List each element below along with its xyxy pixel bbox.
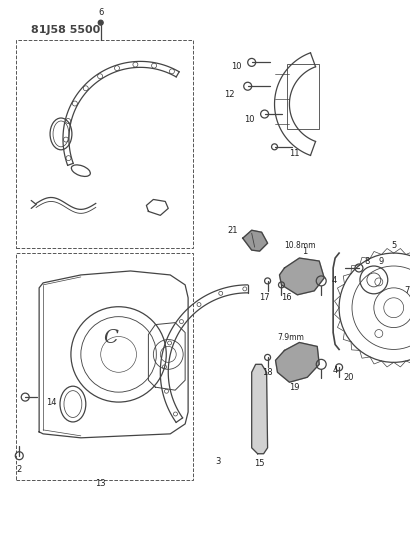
Polygon shape — [243, 230, 268, 251]
Text: 81J58 5500: 81J58 5500 — [31, 25, 100, 35]
Bar — [16, 39, 193, 248]
Text: 3: 3 — [215, 457, 221, 466]
Bar — [16, 253, 193, 480]
Text: 1: 1 — [302, 247, 307, 256]
Polygon shape — [279, 258, 324, 295]
Text: 10: 10 — [245, 115, 255, 124]
Text: 17: 17 — [259, 293, 270, 302]
Text: 20: 20 — [344, 373, 354, 382]
Text: 10.8mm: 10.8mm — [284, 240, 316, 249]
Text: 8: 8 — [364, 256, 369, 265]
Text: 18: 18 — [262, 368, 273, 377]
Text: 16: 16 — [281, 293, 292, 302]
Text: 5: 5 — [391, 240, 396, 249]
Bar — [287, 64, 319, 129]
Text: 4: 4 — [332, 277, 337, 285]
Text: 6: 6 — [98, 8, 104, 17]
Text: 7.9mm: 7.9mm — [277, 333, 305, 342]
Text: 7: 7 — [404, 286, 409, 295]
Text: 10: 10 — [231, 62, 242, 71]
Text: 4: 4 — [332, 366, 338, 375]
Text: 2: 2 — [16, 465, 22, 474]
Text: 12: 12 — [224, 90, 235, 99]
Polygon shape — [252, 365, 268, 454]
Polygon shape — [275, 343, 319, 382]
Text: 13: 13 — [95, 479, 106, 488]
Text: 11: 11 — [289, 149, 300, 158]
Text: 9: 9 — [378, 256, 383, 265]
Text: 21: 21 — [228, 226, 238, 235]
Circle shape — [98, 20, 103, 25]
Text: 15: 15 — [254, 459, 265, 468]
Text: 19: 19 — [289, 383, 300, 392]
Text: 14: 14 — [46, 398, 56, 407]
Text: C: C — [103, 328, 118, 346]
